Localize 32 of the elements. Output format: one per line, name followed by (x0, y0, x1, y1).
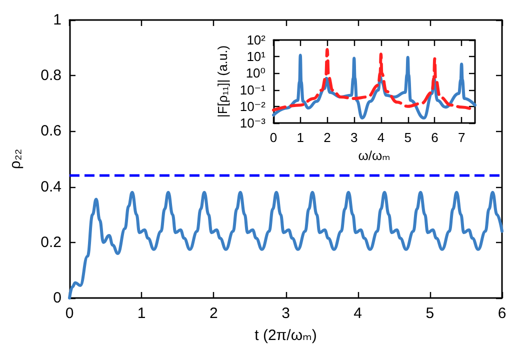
x-tick-label: 4 (377, 130, 385, 145)
x-tick-label: 2 (209, 305, 218, 322)
x-tick-label: 1 (137, 305, 146, 322)
y-tick-label: 1 (53, 12, 62, 28)
x-tick-label: 7 (458, 130, 466, 145)
y-tick-label: 10² (246, 32, 266, 48)
y-tick-label: 10⁻² (240, 98, 266, 114)
y-tick-label: 0 (53, 290, 62, 306)
x-tick-label: 2 (324, 130, 331, 145)
y-tick-label: 10⁻³ (240, 116, 266, 130)
x-axis-title: ω/ωₘ (358, 148, 390, 163)
x-tick-label: 0 (65, 305, 74, 322)
line-series (272, 54, 476, 120)
y-tick-label: 10¹ (246, 49, 266, 64)
x-tick-label: 1 (296, 130, 304, 145)
y-axis-title: ρ₂₂ (7, 148, 24, 170)
x-tick-label: 6 (498, 305, 506, 322)
x-tick-label: 3 (350, 130, 358, 145)
x-tick-label: 3 (282, 305, 290, 322)
x-axis-title: t (2π/ωₘ) (254, 327, 317, 344)
x-tick-label: 6 (431, 130, 438, 145)
y-tick-label: 0.2 (40, 234, 62, 251)
y-tick-label: 0.4 (40, 178, 62, 196)
y-tick-label: 10⁰ (246, 66, 266, 81)
y-axis-title: |F[ρ₁₁]| (a.u.) (214, 45, 230, 118)
y-tick-label: 10⁻¹ (240, 82, 266, 98)
x-tick-label: 5 (404, 130, 412, 145)
x-tick-label: 0 (270, 130, 278, 145)
x-tick-label: 5 (426, 305, 434, 322)
y-tick-label: 0.8 (40, 67, 62, 84)
x-tick-label: 4 (354, 305, 362, 322)
y-tick-label: 0.6 (40, 122, 62, 140)
